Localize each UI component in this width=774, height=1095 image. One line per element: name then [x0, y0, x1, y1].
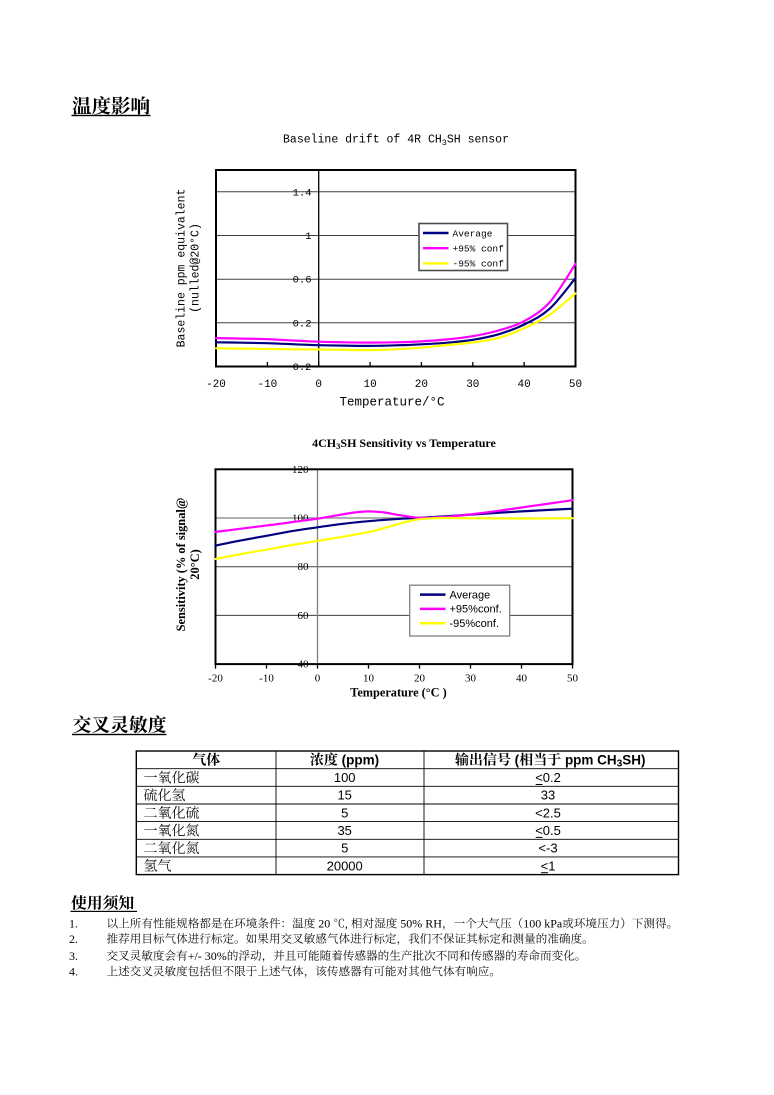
svg-text:Temperature/°C: Temperature/°C	[339, 395, 444, 409]
svg-text:<: <	[541, 858, 549, 873]
svg-text:Baseline drift of 4R CH3SH sen: Baseline drift of 4R CH3SH sensor	[283, 133, 509, 148]
svg-text:+95% conf: +95% conf	[453, 244, 505, 255]
svg-text:1.: 1.	[69, 917, 78, 931]
svg-text:50% RH: 50% RH	[397, 917, 442, 931]
svg-text:35: 35	[337, 823, 351, 838]
svg-text:-0.2: -0.2	[286, 362, 311, 374]
svg-text:3: 3	[617, 759, 623, 770]
svg-text:<: <	[535, 770, 543, 785]
svg-text:20°C): 20°C)	[188, 549, 202, 579]
svg-text:(nulled@20°C): (nulled@20°C)	[190, 223, 203, 313]
svg-text:40: 40	[298, 659, 310, 671]
svg-text:10: 10	[363, 673, 375, 685]
svg-text:15: 15	[337, 788, 351, 803]
svg-text:20: 20	[414, 673, 426, 685]
svg-text:-95% conf: -95% conf	[453, 259, 505, 270]
svg-text:Sensitivity (% of signal@: Sensitivity (% of signal@	[174, 498, 188, 632]
svg-text:120: 120	[292, 464, 309, 476]
svg-text:50: 50	[567, 673, 579, 685]
svg-text:SH): SH)	[622, 753, 645, 768]
svg-text:30: 30	[465, 673, 477, 685]
svg-text:40: 40	[516, 673, 528, 685]
svg-text:-20: -20	[208, 673, 223, 685]
svg-text:33: 33	[541, 788, 555, 803]
svg-text:10: 10	[363, 379, 376, 391]
svg-text:4.: 4.	[69, 964, 78, 978]
svg-text:100 kPa: 100 kPa	[523, 917, 563, 931]
svg-text:80: 80	[298, 561, 310, 573]
svg-text:0.2: 0.2	[293, 318, 312, 330]
svg-text:-95%conf.: -95%conf.	[450, 618, 500, 630]
svg-text:,: ,	[345, 917, 351, 931]
svg-text:Average: Average	[450, 589, 491, 601]
svg-text:30: 30	[466, 379, 479, 391]
svg-text:+/- 30%: +/- 30%	[188, 949, 227, 963]
svg-text:5: 5	[341, 841, 348, 856]
svg-text:+95%conf.: +95%conf.	[450, 604, 502, 616]
svg-text:20: 20	[415, 379, 428, 391]
svg-text:<-3: <-3	[538, 841, 557, 856]
svg-text:ppm CH: ppm CH	[561, 753, 617, 768]
svg-text:Temperature (°C ): Temperature (°C )	[350, 686, 446, 700]
svg-text:1: 1	[548, 858, 555, 873]
svg-text:20000: 20000	[327, 858, 363, 873]
svg-text:2.: 2.	[69, 932, 78, 946]
svg-text:0.2: 0.2	[543, 770, 561, 785]
svg-text:0.5: 0.5	[543, 823, 561, 838]
svg-text:0.6: 0.6	[293, 275, 312, 287]
svg-text:(ppm): (ppm)	[338, 753, 379, 768]
svg-text:(: (	[511, 753, 520, 768]
svg-text:100: 100	[334, 770, 356, 785]
svg-text:3.: 3.	[69, 949, 78, 963]
svg-text:-20: -20	[206, 379, 226, 391]
svg-text:<2.5: <2.5	[535, 805, 561, 820]
svg-text:0: 0	[315, 379, 322, 391]
svg-text:Baseline ppm equivalent: Baseline ppm equivalent	[176, 189, 189, 348]
svg-text:5: 5	[341, 805, 348, 820]
svg-text:60: 60	[298, 610, 310, 622]
svg-text:Average: Average	[453, 228, 493, 239]
svg-text:4CH3SH Sensitivity vs Temperat: 4CH3SH Sensitivity vs Temperature	[312, 436, 496, 451]
svg-text:1: 1	[305, 231, 311, 243]
svg-text:40: 40	[517, 379, 530, 391]
svg-text:<: <	[535, 823, 543, 838]
svg-text:1.4: 1.4	[293, 187, 312, 199]
svg-text:0: 0	[315, 673, 321, 685]
svg-text:50: 50	[569, 379, 582, 391]
svg-text:-10: -10	[259, 673, 274, 685]
svg-text:20: 20	[315, 917, 333, 931]
svg-text:-10: -10	[257, 379, 277, 391]
